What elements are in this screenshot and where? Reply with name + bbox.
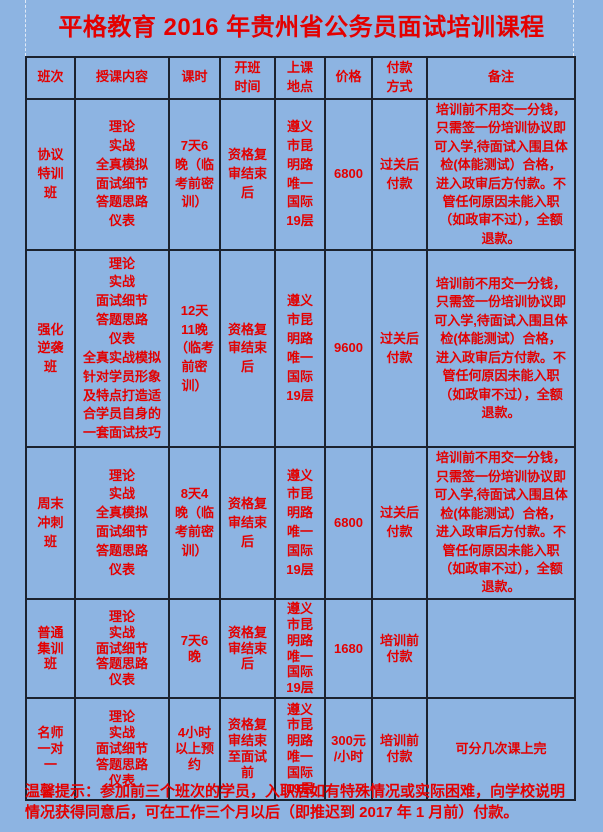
cell-price: 1680 [324,597,373,700]
cell-notes [426,597,576,700]
cell-class-name: 普通 集训 班 [25,597,76,700]
table-row: 强化 逆袭 班 理论 实战 面试细节 答题思路 仪表 全真实战模拟 针对学员形象… [25,249,576,449]
cell-hours: 7天6 晚（临 考前密 训） [168,97,221,252]
cell-location: 遵义 市昆 明路 唯一 国际 19层 [274,597,326,700]
header-payment: 付款 方式 [371,56,428,100]
table-row: 名师 一对 一 理论 实战 面试细节 答题思路 仪表 4小时 以上预 约 资格复… [25,697,576,802]
cell-content: 理论 实战 面试细节 答题思路 仪表 [74,597,170,700]
cell-location: 遵义 市昆 明路 唯一 国际 19层 [274,249,326,449]
cell-hours: 8天4 晚（临 考前密 训） [168,446,221,600]
header-start-time: 开班 时间 [219,56,276,100]
page-break-dashed-line-left [25,0,26,56]
cell-start-time: 资格复 审结束 后 [219,249,276,449]
cell-location: 遵义 市昆 明路 唯一 国际 19层 [274,697,326,802]
cell-payment: 过关后 付款 [371,97,428,252]
cell-class-name: 周末 冲刺 班 [25,446,76,600]
table-row: 普通 集训 班 理论 实战 面试细节 答题思路 仪表 7天6 晚 资格复 审结束… [25,597,576,700]
cell-notes: 培训前不用交一分钱，只需签一份培训协议即可入学,待面试入围且体检(体能测试）合格… [426,446,576,600]
cell-start-time: 资格复 审结束 后 [219,97,276,252]
cell-notes: 培训前不用交一分钱，只需签一份培训协议即可入学,待面试入围且体检(体能测试）合格… [426,97,576,252]
cell-price: 6800 [324,446,373,600]
cell-content: 理论 实战 面试细节 答题思路 仪表 [74,697,170,802]
header-price: 价格 [324,56,373,100]
cell-price: 6800 [324,97,373,252]
footer-note: 温馨提示：参加前三个班次的学员，入职后如有特殊情况或实际困难，向学校说明情况获得… [25,783,566,821]
cell-class-name: 强化 逆袭 班 [25,249,76,449]
header-class: 班次 [25,56,76,100]
header-notes: 备注 [426,56,576,100]
cell-price: 300元 /小时 [324,697,373,802]
cell-class-name: 协议 特训 班 [25,97,76,252]
cell-hours: 4小时 以上预 约 [168,697,221,802]
cell-location: 遵义 市昆 明路 唯一 国际 19层 [274,446,326,600]
header-location: 上课 地点 [274,56,326,100]
page-title: 平格教育 2016 年贵州省公务员面试培训课程 [58,14,545,41]
header-content: 授课内容 [74,56,170,100]
cell-content: 理论 实战 全真模拟 面试细节 答题思路 仪表 [74,97,170,252]
cell-price: 9600 [324,249,373,449]
cell-payment: 培训前 付款 [371,597,428,700]
table-row: 协议 特训 班 理论 实战 全真模拟 面试细节 答题思路 仪表 7天6 晚（临 … [25,97,576,252]
cell-notes: 培训前不用交一分钱，只需签一份培训协议即可入学,待面试入围且体检(体能测试）合格… [426,249,576,449]
cell-hours: 7天6 晚 [168,597,221,700]
cell-notes: 可分几次课上完 [426,697,576,802]
cell-start-time: 资格复 审结束 后 [219,597,276,700]
cell-start-time: 资格复 审结束 至面试 前 [219,697,276,802]
page-break-dashed-line-right [573,0,574,56]
cell-content: 理论 实战 全真模拟 面试细节 答题思路 仪表 [74,446,170,600]
cell-payment: 过关后 付款 [371,446,428,600]
cell-start-time: 资格复 审结束 后 [219,446,276,600]
header-hours: 课时 [168,56,221,100]
cell-class-name: 名师 一对 一 [25,697,76,802]
cell-location: 遵义 市昆 明路 唯一 国际 19层 [274,97,326,252]
cell-hours: 12天 11晚 （临考 前密 训） [168,249,221,449]
table-header-row: 班次 授课内容 课时 开班 时间 上课 地点 价格 付款 方式 备注 [25,56,576,100]
table-row: 周末 冲刺 班 理论 实战 全真模拟 面试细节 答题思路 仪表 8天4 晚（临 … [25,446,576,600]
cell-payment: 培训前 付款 [371,697,428,802]
cell-content: 理论 实战 面试细节 答题思路 仪表 全真实战模拟 针对学员形象 及特点打造适 … [74,249,170,449]
cell-payment: 过关后 付款 [371,249,428,449]
course-table: 班次 授课内容 课时 开班 时间 上课 地点 价格 付款 方式 备注 协议 特训… [25,56,576,802]
